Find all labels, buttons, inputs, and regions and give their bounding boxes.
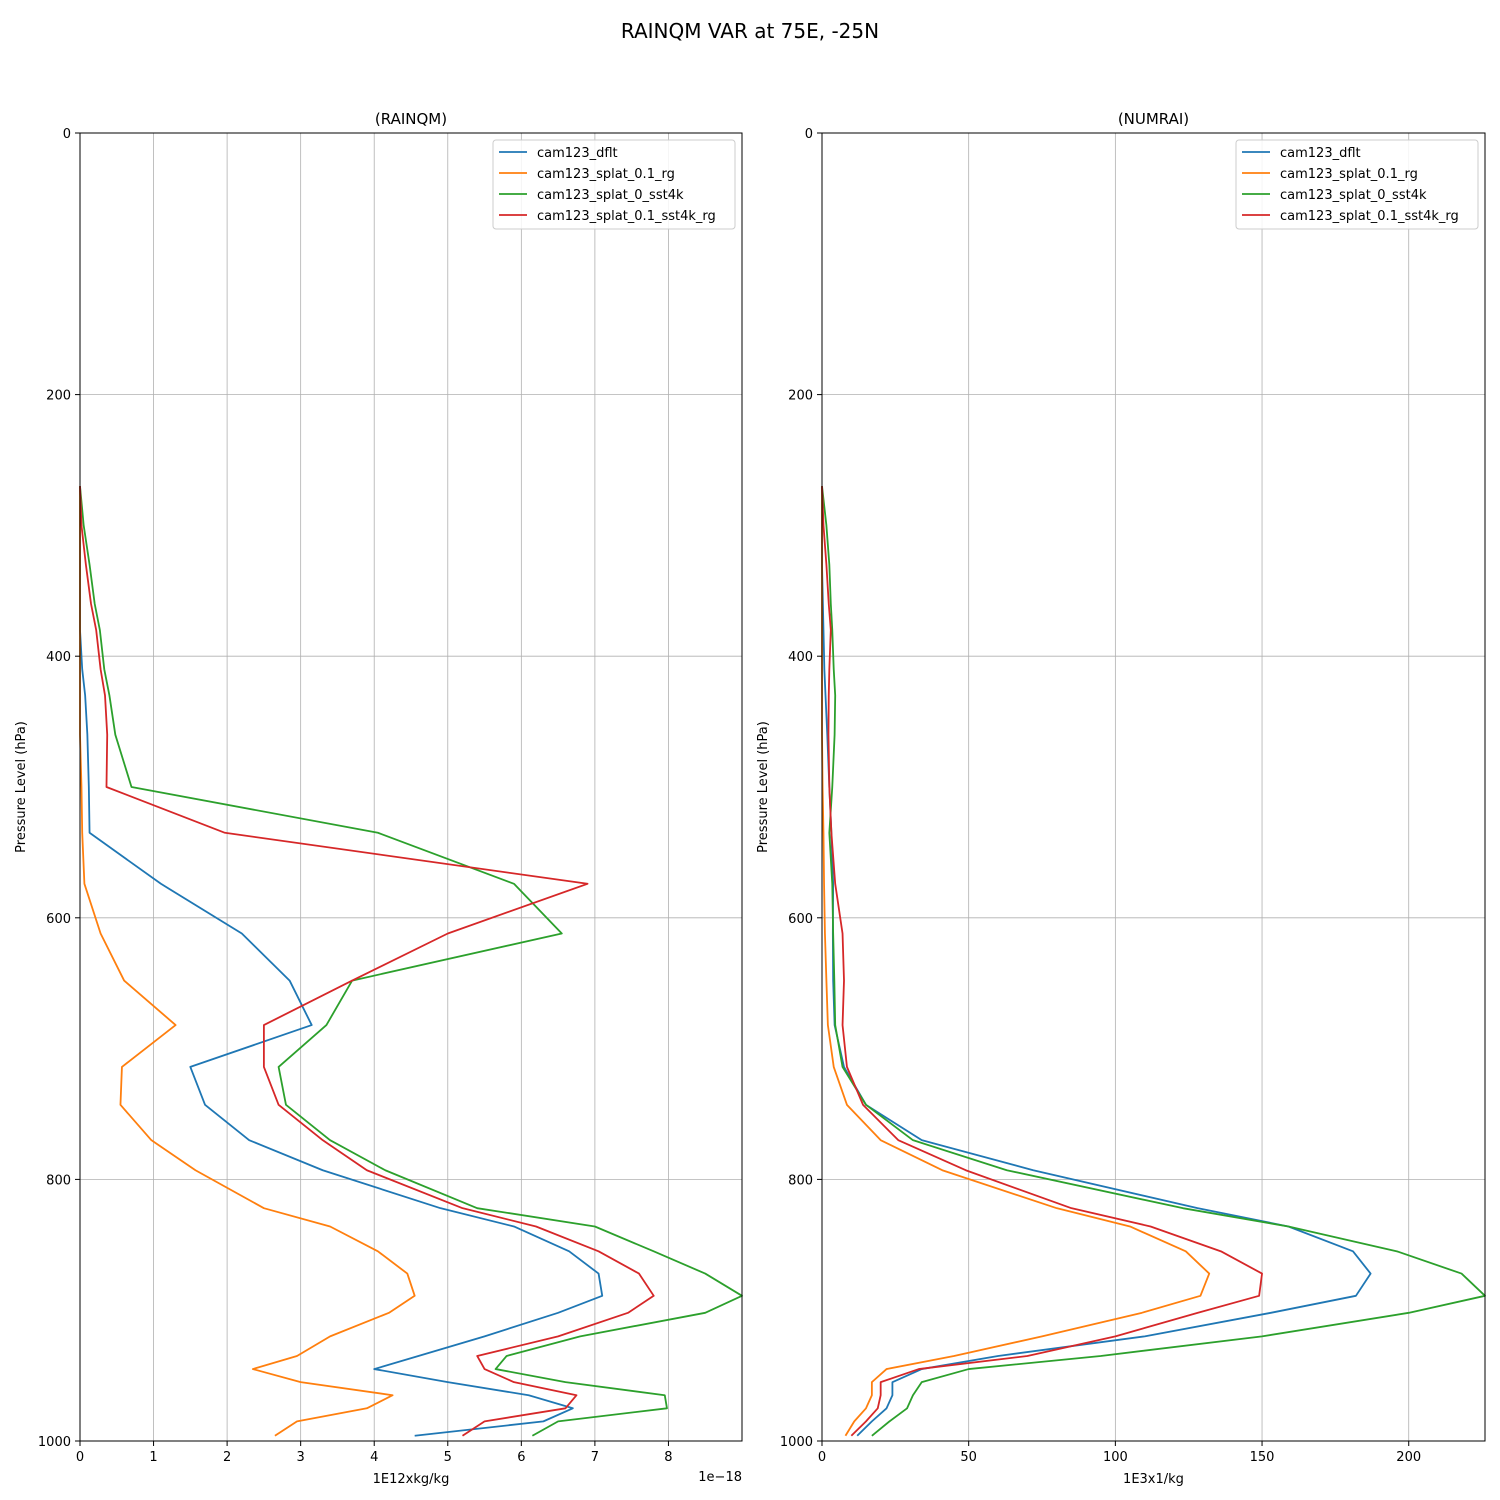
y-tick-label: 600 — [46, 912, 71, 927]
x-tick-label: 6 — [517, 1450, 525, 1465]
x-tick-label: 5 — [444, 1450, 452, 1465]
x-axis-label: 1E12xkg/kg — [373, 1472, 450, 1487]
figure-title: RAINQM VAR at 75E, -25N — [621, 19, 879, 43]
x-tick-label: 150 — [1250, 1450, 1275, 1465]
series-line-cam123-splat-0-1-sst4k-rg — [821, 486, 1263, 1437]
y-tick-label: 1000 — [780, 1435, 813, 1450]
x-tick-label: 0 — [818, 1450, 826, 1465]
y-axis-label: Pressure Level (hPa) — [14, 721, 29, 853]
legend-label: cam123_splat_0.1_sst4k_rg — [1280, 209, 1459, 224]
panel-title: (NUMRAI) — [1118, 110, 1189, 128]
legend-label: cam123_splat_0_sst4k — [1280, 188, 1427, 203]
y-tick-label: 400 — [46, 650, 71, 665]
legend-label: cam123_dflt — [537, 146, 618, 161]
x-tick-label: 8 — [664, 1450, 672, 1465]
legend-box — [1235, 139, 1479, 230]
y-tick-label: 400 — [788, 650, 813, 665]
legend-label: cam123_splat_0.1_rg — [1280, 167, 1418, 182]
axes-frame — [79, 132, 743, 1442]
x-tick-label: 200 — [1396, 1450, 1421, 1465]
x-tick-label: 1 — [149, 1450, 157, 1465]
y-tick-label: 0 — [63, 127, 71, 142]
y-tick-label: 800 — [46, 1173, 71, 1188]
y-tick-label: 200 — [788, 389, 813, 404]
rainqm-panel: 0 1 2 3 4 5 6 7 8 0 200 400 600 800 1000 (RAINQM) 1E12xk… — [14, 110, 743, 1487]
x-tick-label: 50 — [960, 1450, 977, 1465]
legend-label: cam123_splat_0_sst4k — [537, 188, 684, 203]
x-tick-label: 3 — [297, 1450, 305, 1465]
panel-title: (RAINQM) — [375, 110, 447, 128]
legend-label: cam123_splat_0.1_sst4k_rg — [537, 209, 716, 224]
legend-box — [492, 139, 736, 230]
x-tick-label: 100 — [1103, 1450, 1128, 1465]
y-axis-label: Pressure Level (hPa) — [756, 721, 771, 853]
x-tick-label: 7 — [591, 1450, 599, 1465]
y-tick-label: 200 — [46, 389, 71, 404]
numrai-panel: 0 50 100 150 200 0 200 400 600 800 1000 (NUMRAI) 1E3… — [756, 110, 1486, 1487]
legend-label: cam123_dflt — [1280, 146, 1361, 161]
series-line-cam123-splat-0-sst4k — [79, 486, 743, 1437]
series-line-cam123-splat-0-1-sst4k-rg — [79, 486, 655, 1437]
x-axis-label: 1E3x1/kg — [1123, 1472, 1184, 1487]
x-tick-label: 4 — [370, 1450, 378, 1465]
y-tick-label: 0 — [805, 127, 813, 142]
axes-frame — [821, 132, 1486, 1442]
y-tick-label: 600 — [788, 912, 813, 927]
y-tick-label: 1000 — [38, 1435, 71, 1450]
series-line-cam123-dflt — [79, 486, 604, 1437]
series-line-cam123-splat-0-sst4k — [821, 486, 1486, 1437]
x-tick-label: 2 — [223, 1450, 231, 1465]
legend-label: cam123_splat_0.1_rg — [537, 167, 675, 182]
y-tick-label: 800 — [788, 1173, 813, 1188]
x-offset-text: 1e−18 — [698, 1470, 742, 1485]
x-tick-label: 0 — [76, 1450, 84, 1465]
